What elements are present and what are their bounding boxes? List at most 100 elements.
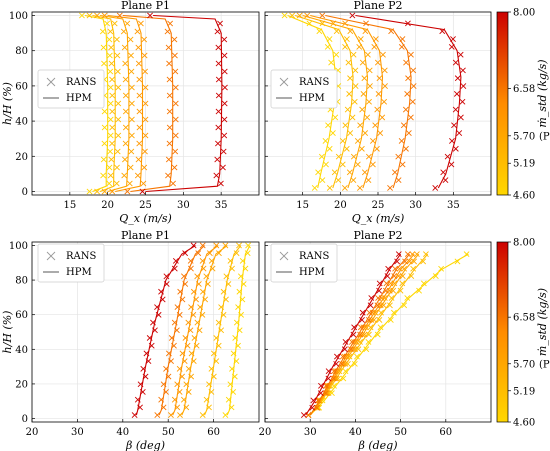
rans-marker [229, 265, 235, 272]
legend-hpm-label: HPM [299, 93, 325, 104]
colorbar-gradient [496, 11, 509, 196]
rans-marker [128, 148, 135, 155]
rans-marker [376, 75, 383, 82]
rans-marker [342, 43, 348, 50]
rans-marker [122, 140, 129, 147]
rans-marker [172, 148, 179, 155]
rans-marker [343, 145, 350, 152]
rans-marker [126, 180, 133, 187]
rans-marker [346, 169, 353, 176]
legend-rans-marker [46, 251, 56, 261]
rans-marker [237, 273, 244, 280]
panels: 15 20 25 30 35 0 20 40 60 80 100 Plane P1 Q_x (m/s) h… [1, 0, 492, 451]
rans-marker [170, 180, 176, 187]
rans-marker [225, 396, 232, 403]
colorbar-tick-label: 4.60 [513, 418, 535, 429]
rans-marker [139, 389, 146, 395]
rans-marker [387, 317, 394, 323]
rans-marker [115, 84, 122, 91]
rans-marker [333, 28, 340, 35]
x-tick-label: 30 [409, 200, 422, 211]
rans-marker [101, 60, 107, 67]
x-tick-label: 25 [372, 200, 385, 211]
rans-marker [167, 20, 174, 27]
rans-marker [230, 350, 237, 357]
rans-marker [333, 353, 340, 360]
rans-marker [376, 317, 383, 323]
rans-marker [406, 258, 413, 265]
rans-marker [420, 258, 427, 265]
rans-marker [304, 12, 311, 19]
rans-marker [137, 20, 144, 27]
y-tick-label: 0 [22, 187, 28, 198]
rans-marker [196, 327, 203, 334]
rans-marker [142, 116, 149, 123]
rans-marker [359, 59, 366, 66]
rans-marker [413, 251, 420, 258]
y-tick-label: 100 [9, 11, 28, 22]
rans-marker [223, 273, 230, 280]
rans-marker [368, 317, 375, 323]
rans-marker [325, 122, 331, 129]
rans-marker [322, 138, 329, 144]
rans-marker [235, 342, 241, 349]
rans-marker [109, 108, 116, 115]
rans-marker [202, 296, 209, 303]
x-tick-label: 20 [26, 427, 39, 438]
rans-marker [366, 67, 373, 74]
rans-marker [128, 100, 135, 107]
rans-marker [140, 365, 147, 372]
rans-marker [194, 273, 201, 280]
rans-marker [101, 188, 108, 195]
rans-marker [172, 257, 179, 264]
colorbar-tick-label: 5.19 [513, 386, 535, 397]
rans-marker [227, 257, 234, 264]
x-tick-label: 60 [207, 427, 220, 438]
rans-marker [101, 108, 108, 115]
rans-marker [330, 368, 337, 375]
hpm-line-4 [310, 14, 384, 189]
rans-marker [190, 358, 197, 365]
panel-2: 15 20 25 30 35 Plane P2 Q_x (m/s) RANS HPM [264, 0, 492, 225]
rans-marker [372, 36, 379, 42]
rans-marker [104, 20, 111, 27]
rans-marker [114, 52, 121, 59]
rans-marker [360, 90, 367, 97]
rans-marker [208, 257, 215, 264]
rans-marker [332, 114, 339, 121]
rans-marker [371, 317, 378, 323]
legend-rans-marker [279, 77, 289, 87]
panel-title: Plane P1 [121, 0, 170, 12]
x-tick-label: 15 [63, 200, 76, 211]
rans-marker [166, 60, 172, 67]
rans-marker [122, 108, 129, 115]
hpm-line-4 [172, 245, 219, 416]
rans-marker [141, 164, 148, 171]
rans-marker [388, 295, 395, 301]
rans-marker [324, 43, 331, 50]
rans-marker [194, 319, 201, 326]
colorbar-tick-label: 8.00 [513, 8, 535, 19]
rans-marker [187, 327, 194, 334]
rans-marker [140, 180, 147, 187]
hpm-line-3 [302, 14, 369, 189]
rans-marker [364, 114, 371, 121]
rans-marker [107, 100, 114, 107]
rans-marker [383, 280, 390, 287]
rans-marker [438, 265, 445, 272]
rans-marker [188, 304, 194, 311]
rans-marker [401, 302, 408, 309]
rans-marker [349, 12, 356, 19]
rans-marker [239, 296, 246, 303]
rans-marker [107, 172, 114, 179]
rans-marker [454, 75, 461, 82]
rans-marker [147, 12, 153, 19]
rans-marker [114, 36, 120, 43]
rans-marker [452, 106, 459, 113]
rans-marker [351, 324, 358, 331]
rans-marker [392, 265, 399, 272]
rans-marker [193, 342, 200, 349]
rans-marker [199, 288, 206, 295]
rans-marker [381, 98, 388, 105]
rans-marker [410, 83, 417, 89]
